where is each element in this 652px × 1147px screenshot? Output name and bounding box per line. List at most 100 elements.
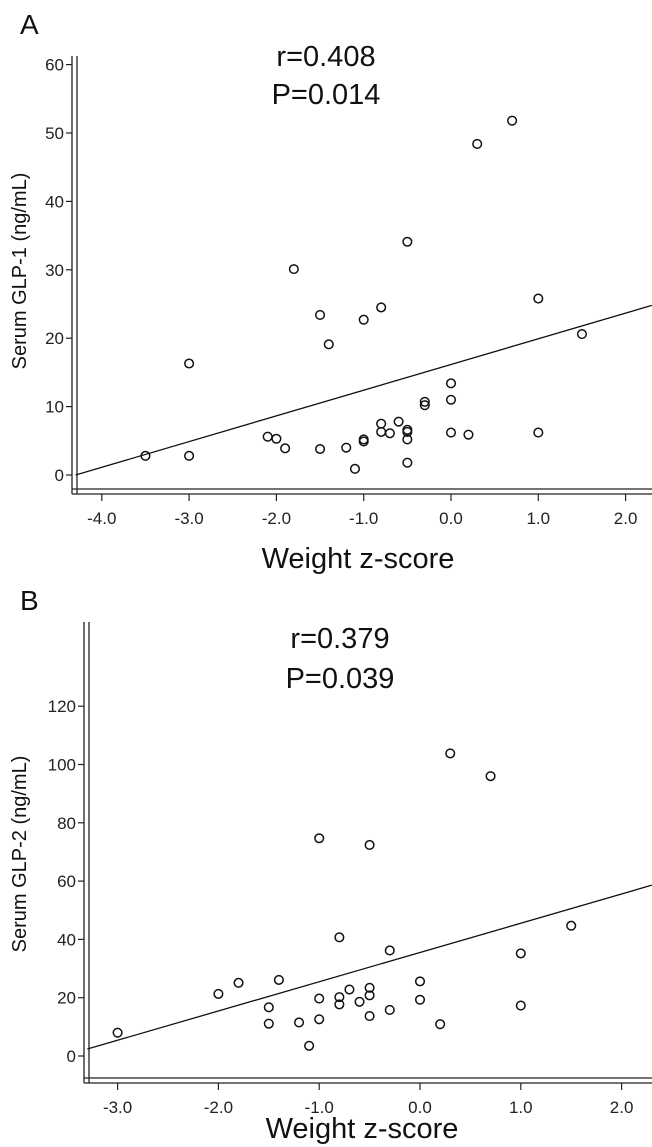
panel-a-data-point (419, 400, 430, 411)
panel-b: B r=0.379 P=0.039 0 20 40 60 80 100 120 -3.0 -2… (9, 585, 652, 1145)
panel-b-x-tick-label: 0.0 (408, 1098, 432, 1117)
panel-b-x-tick-label: -2.0 (204, 1098, 233, 1117)
panel-b-p-value: P=0.039 (286, 663, 395, 695)
panel-a-y-axis (71, 56, 78, 494)
panel-a-data-point (358, 314, 369, 325)
panel-a-letter: A (20, 9, 39, 40)
panel-b-x-tick-label: 2.0 (610, 1098, 634, 1117)
panel-a-y-tick-label: 50 (45, 124, 64, 143)
panel-a-x-axis (72, 488, 652, 495)
panel-a-data-point (419, 396, 430, 407)
panel-b-data-point (314, 993, 325, 1004)
panel-b-y-axis (83, 622, 90, 1083)
panel-b-fit-line-group (87, 884, 652, 1050)
panel-a-data-point (472, 138, 483, 149)
panel-a-x-tick-label: -3.0 (174, 509, 203, 528)
panel-a-data-point (445, 394, 457, 405)
panel-b-data-point (485, 771, 496, 782)
panel-b-data-point (273, 974, 284, 985)
panel-a-data-point (533, 427, 544, 438)
panel-a-data-point (576, 329, 588, 340)
panel-a-correlation-r: r=0.408 (276, 41, 375, 73)
panel-b-x-axis (84, 1077, 652, 1084)
panel-a-data-point (533, 293, 544, 304)
panel-a-data-point (315, 443, 326, 455)
panel-b-data-point (364, 990, 375, 1001)
panel-a-y-tick-label: 40 (45, 192, 64, 211)
panel-b-y-tick-label: 0 (67, 1047, 76, 1066)
panel-a-data-point (376, 418, 387, 429)
panel-a-data-point (358, 436, 369, 447)
panel-b-regression-line (87, 884, 652, 1050)
panel-b-data-point (263, 1018, 274, 1029)
panel-b-data-point (364, 982, 375, 993)
panel-a-data-point (384, 428, 395, 439)
panel-b-x-tick-label: 1.0 (509, 1098, 533, 1117)
panel-a-data-points (140, 115, 588, 474)
panel-a-regression-line (75, 304, 652, 476)
panel-b-data-point (293, 1017, 305, 1028)
panel-b-x-ticks: -3.0 -2.0 -1.0 0.0 1.0 2.0 (103, 1083, 633, 1117)
panel-b-data-point (334, 932, 345, 943)
panel-b-data-point (515, 948, 526, 959)
panel-b-data-point (566, 920, 577, 931)
panel-b-data-point (304, 1040, 315, 1051)
panel-b-data-point (334, 992, 345, 1003)
panel-a-x-tick-label: 1.0 (526, 509, 550, 528)
panel-b-data-point (445, 748, 456, 759)
panel-a-data-point (341, 442, 352, 453)
panel-a-data-point (271, 433, 282, 444)
panel-b-data-point (263, 1002, 274, 1013)
panel-a-x-tick-label: -2.0 (262, 509, 291, 528)
panel-a-x-tick-label: -4.0 (87, 509, 116, 528)
panel-b-data-point (515, 1000, 526, 1011)
panel-b-letter: B (20, 585, 39, 616)
panel-b-data-points (112, 748, 577, 1051)
panel-b-y-tick-label: 120 (48, 697, 76, 716)
panel-a-data-point (323, 339, 334, 350)
panel-a-data-point (184, 450, 195, 461)
panel-a-x-tick-label: -1.0 (349, 509, 378, 528)
panel-b-data-point (384, 945, 395, 956)
panel-a-x-tick-label: 0.0 (439, 509, 463, 528)
panel-a-x-axis-label: Weight z-score (262, 543, 455, 575)
panel-a-p-value: P=0.014 (272, 79, 381, 111)
panel-a-data-point (507, 115, 518, 126)
panel-a-data-point (402, 457, 413, 468)
panel-a-data-point (376, 302, 387, 313)
panel-a: A r=0.408 P=0.014 0 10 20 30 40 50 60 -4.0 -3.0… (9, 9, 652, 575)
panel-b-y-tick-label: 40 (57, 930, 76, 949)
panel-b-data-point (213, 988, 224, 999)
panel-b-y-tick-label: 60 (57, 872, 76, 891)
panel-b-data-point (414, 976, 426, 987)
panel-b-data-point (233, 977, 244, 988)
panel-a-y-tick-label: 10 (45, 398, 64, 417)
panel-a-data-point (349, 463, 361, 474)
panel-a-y-tick-label: 20 (45, 329, 64, 348)
panel-a-data-point (463, 429, 474, 440)
panel-b-data-point (334, 999, 345, 1010)
panel-b-y-axis-label: Serum GLP-2 (ng/mL) (9, 756, 31, 953)
panel-a-data-point (262, 431, 273, 442)
panel-b-x-tick-label: -3.0 (103, 1098, 132, 1117)
panel-b-x-tick-label: -1.0 (305, 1098, 334, 1117)
panel-b-data-point (414, 994, 426, 1005)
panel-b-data-point (314, 833, 325, 844)
panel-a-data-point (376, 426, 387, 437)
panel-a-data-point (393, 416, 404, 427)
panel-a-data-point (315, 309, 326, 320)
panel-a-y-axis-label: Serum GLP-1 (ng/mL) (9, 173, 31, 370)
panel-a-data-point (280, 443, 291, 454)
panel-a-data-point (140, 450, 151, 461)
panel-b-data-point (435, 1019, 446, 1030)
panel-a-data-point (445, 427, 457, 438)
panel-a-y-tick-label: 30 (45, 261, 64, 280)
panel-a-data-point (288, 264, 299, 275)
panel-b-data-point (344, 984, 355, 995)
panel-a-data-point (445, 378, 457, 389)
panel-b-y-tick-label: 80 (57, 814, 76, 833)
panel-a-fit-line-group (75, 304, 652, 476)
panel-b-data-point (364, 839, 375, 851)
panel-b-data-point (384, 1004, 395, 1015)
